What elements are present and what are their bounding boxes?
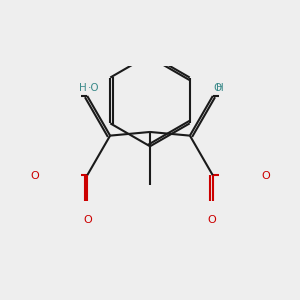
Text: O: O [30,171,39,181]
Text: O: O [214,83,222,93]
Text: O: O [261,171,270,181]
Text: ·O: ·O [88,83,99,93]
Text: H: H [79,83,86,93]
Text: O: O [83,215,92,226]
Text: O: O [208,215,217,226]
Text: H: H [216,83,224,93]
